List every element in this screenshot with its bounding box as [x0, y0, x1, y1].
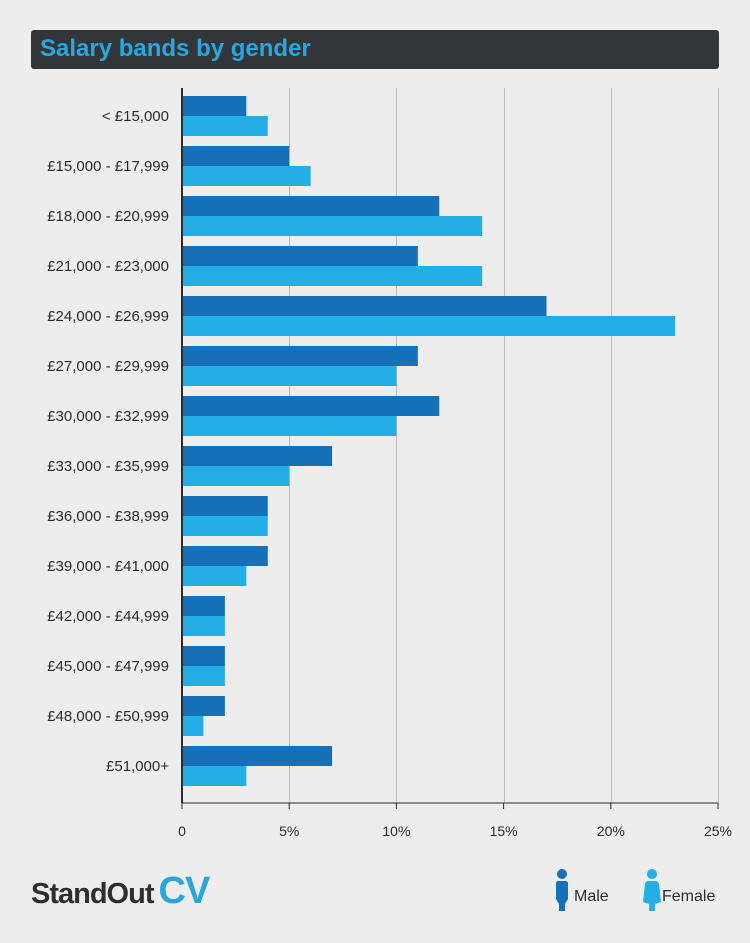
bar-female	[182, 116, 268, 136]
bar-female	[182, 716, 204, 736]
bar-male	[182, 346, 418, 366]
male-person-icon	[556, 869, 568, 911]
x-tick-label: 0	[178, 823, 186, 839]
bar-male	[182, 296, 547, 316]
bar-female	[182, 566, 247, 586]
legend-label-male: Male	[574, 888, 609, 905]
logo-text-standout: StandOut	[31, 878, 154, 910]
category-label: £36,000 - £38,999	[47, 508, 169, 525]
category-label: £15,000 - £17,999	[47, 158, 169, 175]
bar-female	[182, 216, 483, 236]
bar-female	[182, 516, 268, 536]
bar-male	[182, 246, 418, 266]
bar-female	[182, 466, 290, 486]
category-label: £21,000 - £23,000	[47, 258, 169, 275]
bar-female	[182, 266, 483, 286]
x-tick-label: 5%	[279, 823, 299, 839]
bar-male	[182, 396, 440, 416]
category-label: £42,000 - £44,999	[47, 608, 169, 625]
bar-chart: < £15,000 £15,000 - £17,999 £18,000 - £20,…	[47, 88, 732, 839]
bar-female	[182, 416, 397, 436]
category-label: £30,000 - £32,999	[47, 408, 169, 425]
bar-female	[182, 366, 397, 386]
bar-male	[182, 746, 333, 766]
category-label: £51,000+	[106, 758, 169, 775]
category-label: £27,000 - £29,999	[47, 358, 169, 375]
bar-male	[182, 546, 268, 566]
female-person-icon	[643, 869, 661, 911]
chart-title: Salary bands by gender	[40, 35, 311, 62]
bar-male	[182, 646, 225, 666]
title-bar: Salary bands by gender	[31, 30, 719, 69]
category-label: £24,000 - £26,999	[47, 308, 169, 325]
bar-male	[182, 596, 225, 616]
x-tick-label: 20%	[597, 823, 625, 839]
category-label: £39,000 - £41,000	[47, 558, 169, 575]
bar-female	[182, 166, 311, 186]
category-label: £45,000 - £47,999	[47, 658, 169, 675]
bar-female	[182, 616, 225, 636]
category-label: £18,000 - £20,999	[47, 208, 169, 225]
bar-male	[182, 496, 268, 516]
standout-cv-logo: StandOut CV	[31, 870, 211, 913]
category-label: £33,000 - £35,999	[47, 458, 169, 475]
x-tick-label: 15%	[490, 823, 518, 839]
bar-male	[182, 146, 290, 166]
bar-male	[182, 96, 247, 116]
legend-label-female: Female	[662, 888, 716, 905]
bar-male	[182, 696, 225, 716]
bar-male	[182, 446, 333, 466]
logo-text-cv: CV	[158, 870, 211, 912]
category-label: £48,000 - £50,999	[47, 708, 169, 725]
bar-female	[182, 666, 225, 686]
bar-male	[182, 196, 440, 216]
bar-female	[182, 766, 247, 786]
bar-female	[182, 316, 676, 336]
category-label: < £15,000	[102, 108, 169, 125]
x-tick-label: 25%	[704, 823, 732, 839]
x-tick-label: 10%	[382, 823, 410, 839]
